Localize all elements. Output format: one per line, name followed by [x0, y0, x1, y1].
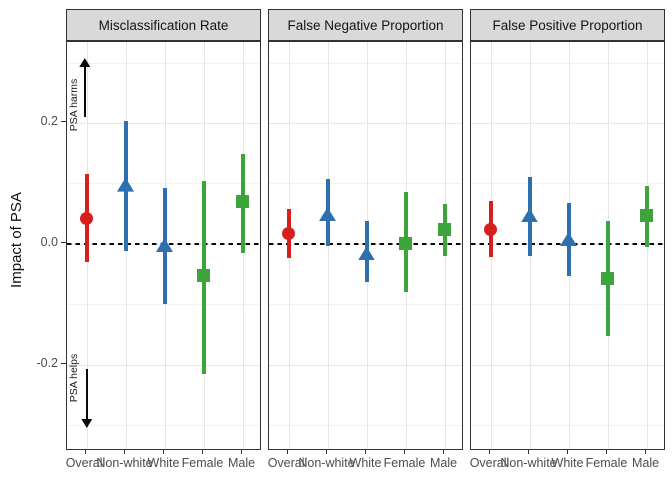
- psa-helps-label: PSA helps: [68, 353, 80, 403]
- point-marker-triangle: [319, 207, 336, 222]
- x-tick-label: Female: [181, 456, 224, 470]
- x-tick-label: Non-white: [96, 456, 153, 470]
- minor-gridline: [471, 425, 664, 427]
- point-marker-triangle: [521, 208, 538, 223]
- plot-area: [268, 41, 463, 450]
- facet-strip: False Negative Proportion: [268, 9, 463, 41]
- x-tick-mark: [163, 450, 164, 454]
- major-gridline: [67, 122, 260, 124]
- minor-gridline: [471, 304, 664, 306]
- x-tick-mark: [85, 450, 86, 454]
- arrow-down-icon: [86, 369, 88, 420]
- point-marker-circle: [80, 211, 93, 225]
- major-gridline: [471, 122, 664, 124]
- minor-gridline: [67, 304, 260, 306]
- minor-gridline: [471, 183, 664, 185]
- y-tick-mark: [61, 363, 66, 365]
- x-tick-mark: [567, 450, 568, 454]
- x-tick-mark: [326, 450, 327, 454]
- x-tick-label: Non-white: [298, 456, 355, 470]
- x-tick-mark: [202, 450, 203, 454]
- facet-strip-title: False Negative Proportion: [287, 17, 444, 33]
- x-tick-mark: [241, 450, 242, 454]
- x-tick-label: White: [349, 456, 382, 470]
- minor-gridline: [269, 62, 462, 64]
- x-tick-label: Male: [227, 456, 256, 470]
- x-tick-label: White: [147, 456, 180, 470]
- x-tick-label: Overall: [65, 456, 106, 470]
- facet-panel: False Positive Proportion Overall Non-whit…: [470, 0, 665, 480]
- x-tick-label: Overall: [267, 456, 308, 470]
- point-marker-triangle: [358, 246, 375, 261]
- x-tick-mark: [124, 450, 125, 454]
- point-marker-square: [601, 271, 614, 285]
- minor-gridline: [269, 425, 462, 427]
- facet-strip-title: Misclassification Rate: [98, 17, 229, 33]
- plot-area: [470, 41, 665, 450]
- point-marker-square: [197, 269, 210, 283]
- x-tick-mark: [489, 450, 490, 454]
- major-gridline: [67, 364, 260, 366]
- x-tick-mark: [645, 450, 646, 454]
- point-marker-circle: [282, 227, 295, 240]
- arrow-up-head-icon: [79, 58, 91, 67]
- point-marker-triangle: [560, 231, 577, 246]
- facet-strip: False Positive Proportion: [470, 9, 665, 41]
- x-tick-mark: [528, 450, 529, 454]
- point-marker-square: [236, 194, 249, 208]
- major-gridline: [269, 364, 462, 366]
- x-tick-mark: [404, 450, 405, 454]
- plot-area: PSA harms PSA helps: [66, 41, 261, 450]
- minor-gridline: [67, 62, 260, 64]
- facet-strip-title: False Positive Proportion: [492, 17, 643, 33]
- x-tick-label: Female: [585, 456, 628, 470]
- x-tick-label: Male: [631, 456, 660, 470]
- y-tick-mark: [61, 121, 66, 123]
- x-tick-label: White: [551, 456, 584, 470]
- y-tick-label: 0.0: [40, 235, 58, 250]
- y-tick-label: 0.2: [40, 114, 58, 129]
- arrow-down-head-icon: [81, 419, 93, 428]
- point-marker-triangle: [117, 177, 134, 192]
- x-tick-label: Non-white: [500, 456, 557, 470]
- point-marker-square: [399, 236, 412, 250]
- psa-harms-label: PSA harms: [68, 78, 80, 132]
- minor-gridline: [269, 304, 462, 306]
- point-marker-circle: [484, 222, 497, 236]
- minor-gridline: [269, 183, 462, 185]
- x-tick-mark: [287, 450, 288, 454]
- major-gridline: [471, 364, 664, 366]
- minor-gridline: [67, 425, 260, 427]
- point-marker-triangle: [156, 237, 173, 252]
- arrow-up-icon: [84, 66, 86, 117]
- x-tick-label: Female: [383, 456, 426, 470]
- minor-gridline: [67, 183, 260, 185]
- x-tick-mark: [365, 450, 366, 454]
- x-tick-label: Overall: [469, 456, 510, 470]
- point-marker-square: [640, 208, 653, 222]
- major-gridline: [269, 122, 462, 124]
- point-marker-square: [438, 223, 451, 237]
- facet-panel: False Negative Proportion Overall Non-whit…: [268, 0, 463, 480]
- x-tick-label: Male: [429, 456, 458, 470]
- x-tick-mark: [443, 450, 444, 454]
- x-tick-mark: [606, 450, 607, 454]
- facet-strip: Misclassification Rate: [66, 9, 261, 41]
- y-tick-mark: [61, 242, 66, 244]
- minor-gridline: [471, 62, 664, 64]
- facet-panel: Misclassification Rate PSA harms PSA helps…: [66, 0, 261, 480]
- y-tick-label: -0.2: [36, 356, 58, 371]
